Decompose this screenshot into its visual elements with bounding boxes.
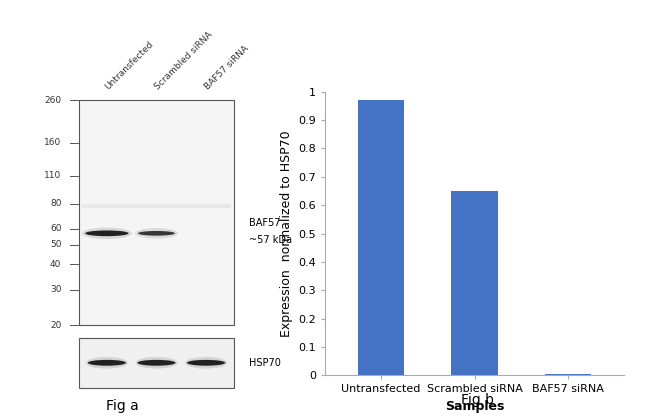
Text: 20: 20 bbox=[50, 321, 61, 330]
X-axis label: Samples: Samples bbox=[445, 400, 504, 413]
Text: 260: 260 bbox=[44, 95, 61, 105]
Bar bbox=[82, 203, 231, 208]
Ellipse shape bbox=[135, 357, 177, 369]
Text: Fig b: Fig b bbox=[462, 393, 494, 407]
Bar bbox=[451, 191, 498, 375]
Text: 50: 50 bbox=[50, 240, 61, 249]
Ellipse shape bbox=[85, 231, 129, 236]
Text: 40: 40 bbox=[50, 260, 61, 269]
Text: BAF57: BAF57 bbox=[249, 218, 280, 228]
Text: 30: 30 bbox=[50, 285, 61, 294]
Text: BAF57 siRNA: BAF57 siRNA bbox=[203, 44, 250, 92]
Ellipse shape bbox=[187, 360, 225, 366]
Ellipse shape bbox=[185, 357, 227, 369]
Ellipse shape bbox=[88, 360, 126, 366]
Ellipse shape bbox=[86, 357, 128, 369]
Text: Untransfected: Untransfected bbox=[103, 40, 155, 92]
Text: 110: 110 bbox=[44, 171, 61, 180]
Bar bbox=[358, 100, 404, 375]
Text: 60: 60 bbox=[50, 224, 61, 234]
Bar bbox=[79, 100, 234, 325]
Text: 160: 160 bbox=[44, 138, 61, 147]
Text: Fig a: Fig a bbox=[107, 399, 139, 413]
Bar bbox=[545, 374, 592, 375]
Y-axis label: Expression  normalized to HSP70: Expression normalized to HSP70 bbox=[280, 130, 292, 337]
Text: HSP70: HSP70 bbox=[249, 358, 281, 368]
Text: 80: 80 bbox=[50, 199, 61, 208]
Ellipse shape bbox=[82, 228, 132, 239]
Ellipse shape bbox=[137, 360, 176, 366]
Ellipse shape bbox=[135, 228, 178, 239]
Ellipse shape bbox=[138, 231, 175, 236]
Bar bbox=[79, 338, 234, 388]
Text: Scrambled siRNA: Scrambled siRNA bbox=[153, 30, 215, 92]
Text: ~57 kDa: ~57 kDa bbox=[249, 235, 292, 244]
